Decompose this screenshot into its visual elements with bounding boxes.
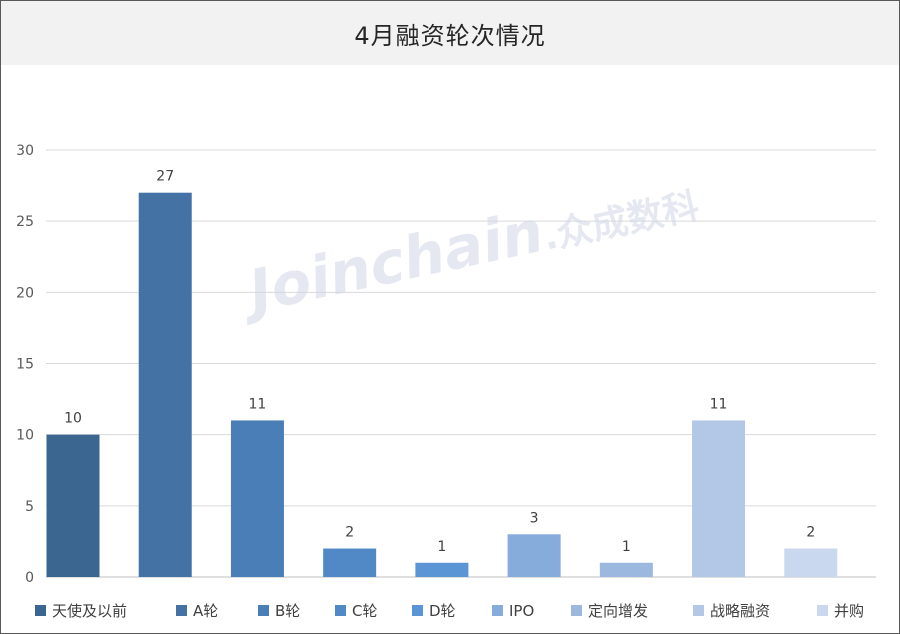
legend-swatch bbox=[492, 605, 503, 616]
chart-title: 4月融资轮次情况 bbox=[354, 21, 546, 50]
bar bbox=[507, 534, 561, 577]
bar bbox=[692, 420, 746, 577]
y-tick-label: 10 bbox=[16, 428, 34, 444]
y-tick-label: 5 bbox=[25, 499, 34, 515]
bar bbox=[230, 420, 284, 577]
bar bbox=[46, 434, 100, 577]
legend-swatch bbox=[176, 605, 187, 616]
legend-swatch bbox=[258, 605, 269, 616]
legend-label: 战略融资 bbox=[710, 602, 770, 620]
data-label: 2 bbox=[806, 525, 815, 541]
bar bbox=[138, 192, 192, 577]
data-label: 27 bbox=[156, 169, 174, 185]
data-label: 2 bbox=[345, 525, 354, 541]
bar bbox=[599, 562, 653, 577]
y-tick-label: 15 bbox=[16, 357, 34, 373]
legend-swatch bbox=[817, 605, 828, 616]
y-tick-label: 0 bbox=[25, 570, 34, 586]
bar bbox=[784, 548, 838, 577]
legend-label: 并购 bbox=[834, 602, 864, 620]
y-tick-label: 20 bbox=[16, 285, 34, 301]
legend-label: C轮 bbox=[352, 602, 377, 620]
y-tick-label: 25 bbox=[16, 214, 34, 230]
legend-label: IPO bbox=[509, 602, 534, 620]
data-label: 11 bbox=[249, 396, 267, 412]
legend-label: 定向增发 bbox=[588, 602, 648, 620]
data-label: 1 bbox=[437, 539, 446, 555]
legend-label: B轮 bbox=[275, 602, 300, 620]
data-label: 11 bbox=[710, 396, 728, 412]
legend-swatch bbox=[35, 605, 46, 616]
data-label: 10 bbox=[64, 411, 82, 427]
legend-swatch bbox=[571, 605, 582, 616]
legend-swatch bbox=[335, 605, 346, 616]
title-bar: 4月融资轮次情况 bbox=[1, 1, 899, 65]
legend-label: 天使及以前 bbox=[52, 602, 127, 620]
bar bbox=[415, 562, 469, 577]
y-tick-label: 30 bbox=[16, 143, 34, 159]
data-label: 3 bbox=[530, 510, 539, 526]
legend-swatch bbox=[693, 605, 704, 616]
data-label: 1 bbox=[622, 539, 631, 555]
legend-label: A轮 bbox=[193, 602, 218, 620]
legend-label: D轮 bbox=[429, 602, 456, 620]
bar bbox=[323, 548, 377, 577]
legend-swatch bbox=[412, 605, 423, 616]
